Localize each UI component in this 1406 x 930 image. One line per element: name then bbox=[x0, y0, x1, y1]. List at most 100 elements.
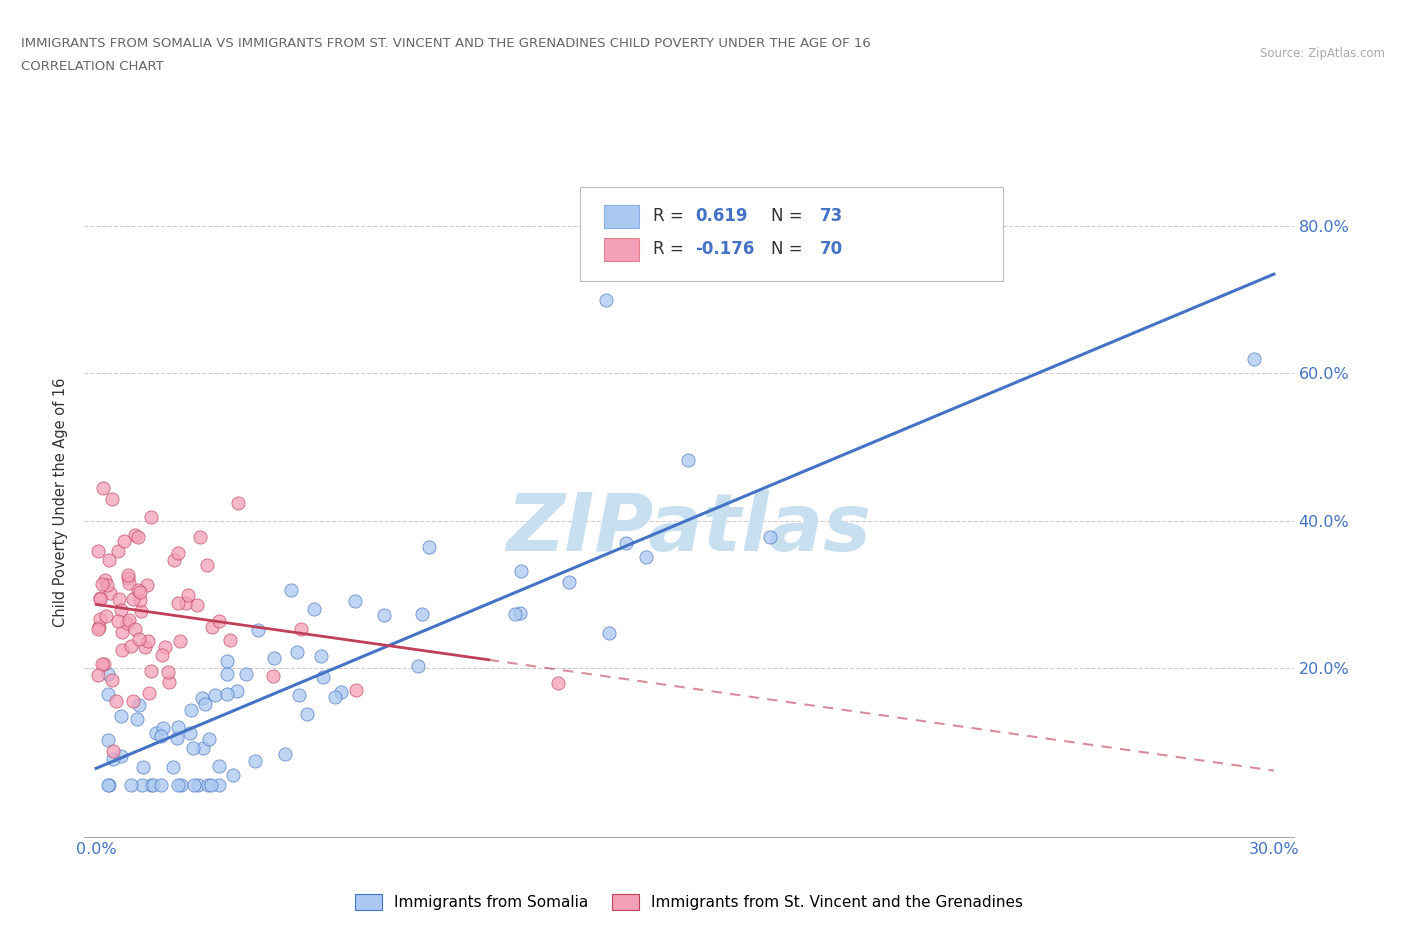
Point bbox=[218, 632, 240, 647]
Point bbox=[225, 684, 247, 698]
Point bbox=[98, 586, 121, 601]
Point bbox=[181, 740, 204, 755]
Point bbox=[243, 753, 266, 768]
Point bbox=[226, 496, 249, 511]
Point bbox=[103, 751, 125, 766]
Point bbox=[87, 620, 110, 635]
Point bbox=[288, 687, 311, 702]
Point bbox=[138, 685, 160, 700]
Text: ZIPatlas: ZIPatlas bbox=[506, 490, 872, 568]
Y-axis label: Child Poverty Under the Age of 16: Child Poverty Under the Age of 16 bbox=[53, 378, 69, 627]
Point bbox=[117, 571, 139, 586]
Point bbox=[188, 530, 211, 545]
Point bbox=[235, 667, 257, 682]
Point bbox=[215, 654, 238, 669]
Point bbox=[118, 613, 141, 628]
Point bbox=[180, 702, 202, 717]
Point bbox=[87, 621, 110, 636]
Point bbox=[100, 492, 122, 507]
Point bbox=[97, 733, 120, 748]
Point bbox=[124, 621, 146, 636]
Point bbox=[304, 601, 326, 616]
Point bbox=[87, 668, 110, 683]
Point bbox=[166, 731, 188, 746]
Point bbox=[183, 778, 205, 793]
Point bbox=[153, 640, 176, 655]
Point bbox=[150, 728, 173, 743]
Point bbox=[105, 694, 128, 709]
Text: -0.176: -0.176 bbox=[695, 240, 755, 259]
Text: Source: ZipAtlas.com: Source: ZipAtlas.com bbox=[1260, 46, 1385, 60]
Text: N =: N = bbox=[770, 206, 808, 225]
Point bbox=[166, 546, 188, 561]
Point bbox=[141, 778, 163, 793]
Point bbox=[97, 686, 120, 701]
Point bbox=[124, 527, 146, 542]
Point bbox=[87, 543, 110, 558]
Point bbox=[162, 552, 184, 567]
Point bbox=[174, 595, 197, 610]
Point bbox=[91, 657, 114, 671]
Point bbox=[406, 658, 429, 673]
Point bbox=[177, 588, 200, 603]
Point bbox=[122, 591, 145, 606]
Point bbox=[128, 698, 150, 712]
Point bbox=[204, 687, 226, 702]
Point bbox=[107, 614, 129, 629]
Point bbox=[263, 651, 285, 666]
Point bbox=[131, 604, 153, 618]
Point bbox=[262, 669, 284, 684]
Point bbox=[179, 726, 201, 741]
Point bbox=[90, 577, 112, 591]
Point bbox=[547, 675, 569, 690]
Point bbox=[110, 709, 132, 724]
Point bbox=[121, 694, 143, 709]
Point bbox=[169, 634, 191, 649]
Point bbox=[131, 778, 153, 793]
Point bbox=[120, 778, 142, 793]
Point bbox=[614, 535, 637, 550]
Point bbox=[344, 683, 367, 698]
Point bbox=[150, 778, 173, 793]
Point bbox=[290, 621, 312, 636]
Point bbox=[509, 564, 531, 578]
Point bbox=[136, 633, 159, 648]
Point bbox=[208, 614, 231, 629]
Point bbox=[195, 557, 218, 572]
Point bbox=[127, 582, 149, 597]
Text: R =: R = bbox=[652, 206, 689, 225]
Point bbox=[247, 623, 270, 638]
Point bbox=[118, 576, 141, 591]
Point bbox=[509, 605, 531, 620]
Point bbox=[93, 573, 115, 588]
Point bbox=[111, 625, 134, 640]
Point bbox=[200, 778, 222, 793]
Point bbox=[166, 596, 188, 611]
Text: CORRELATION CHART: CORRELATION CHART bbox=[21, 60, 165, 73]
Point bbox=[127, 529, 149, 544]
Point bbox=[117, 568, 139, 583]
Point bbox=[309, 649, 332, 664]
FancyBboxPatch shape bbox=[581, 188, 1004, 281]
Point bbox=[191, 691, 214, 706]
Point bbox=[110, 603, 132, 618]
Point bbox=[98, 552, 121, 567]
Point bbox=[201, 619, 224, 634]
Point bbox=[167, 719, 190, 734]
Point bbox=[128, 631, 150, 646]
Point bbox=[207, 778, 229, 793]
Point bbox=[142, 778, 165, 793]
Point bbox=[145, 725, 167, 740]
Point bbox=[411, 607, 433, 622]
Point bbox=[194, 697, 217, 711]
Point bbox=[198, 731, 221, 746]
Point bbox=[93, 656, 115, 671]
Point bbox=[120, 639, 142, 654]
Legend: Immigrants from Somalia, Immigrants from St. Vincent and the Grenadines: Immigrants from Somalia, Immigrants from… bbox=[349, 888, 1029, 916]
Point bbox=[93, 481, 115, 496]
Point bbox=[343, 593, 366, 608]
Text: R =: R = bbox=[652, 240, 689, 259]
Point bbox=[208, 759, 231, 774]
Point bbox=[96, 578, 118, 592]
Point bbox=[1243, 352, 1265, 366]
